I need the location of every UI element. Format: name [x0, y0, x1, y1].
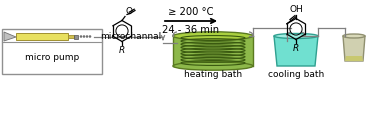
Text: OH: OH — [289, 5, 303, 14]
Polygon shape — [343, 36, 365, 61]
Text: heating bath: heating bath — [184, 70, 242, 79]
Bar — [74, 34, 78, 38]
Ellipse shape — [173, 62, 253, 70]
Circle shape — [80, 35, 82, 38]
Polygon shape — [345, 56, 363, 61]
Text: cooling bath: cooling bath — [268, 70, 324, 79]
Text: R: R — [119, 46, 125, 55]
Bar — [173, 36, 253, 66]
Circle shape — [83, 35, 85, 38]
Bar — [2, 29, 102, 74]
Text: micro pump: micro pump — [25, 53, 79, 62]
Text: R: R — [293, 44, 299, 53]
Text: O: O — [125, 7, 133, 16]
Bar — [16, 33, 68, 40]
Circle shape — [89, 35, 91, 38]
Text: microchannal: microchannal — [100, 32, 161, 41]
Ellipse shape — [274, 34, 318, 38]
Polygon shape — [4, 32, 16, 41]
Ellipse shape — [173, 32, 253, 40]
Bar — [68, 35, 74, 38]
Polygon shape — [274, 36, 318, 66]
Text: ≥ 200 °C: ≥ 200 °C — [168, 7, 214, 17]
Ellipse shape — [343, 34, 365, 38]
Circle shape — [86, 35, 88, 38]
Text: 24 - 36 min: 24 - 36 min — [163, 25, 220, 35]
